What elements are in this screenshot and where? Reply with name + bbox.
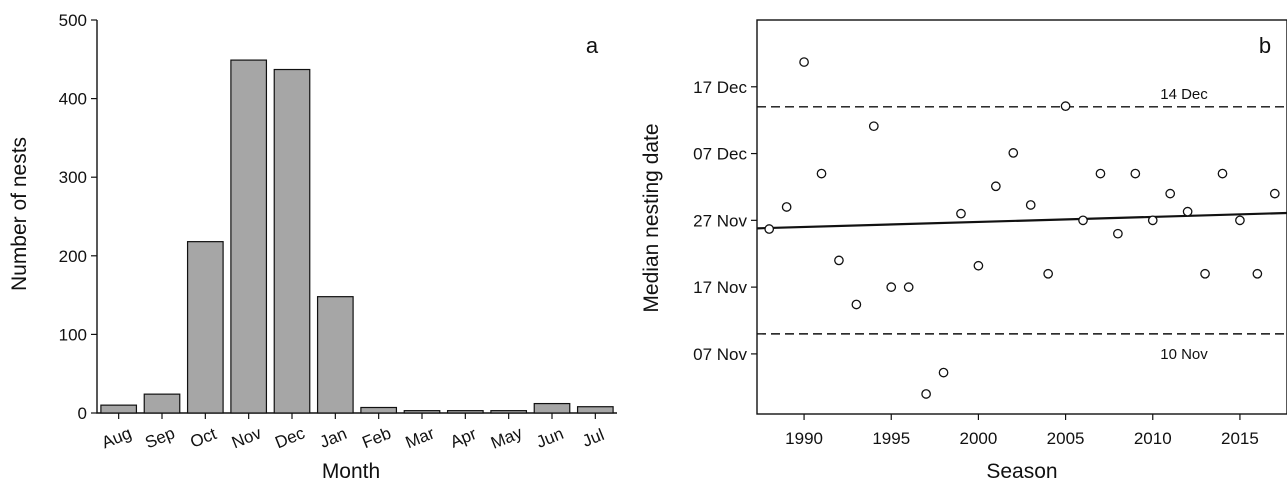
panel-b-scatter-chart: 07 Nov 17 Nov 27 Nov 07 Dec 17 Dec 1990 1995 2… [640,19,1287,483]
x-tick-label: Dec [272,423,308,452]
panel-b-label: b [1259,33,1271,58]
point-2008 [1113,228,1123,239]
x-tick-label: 2010 [1134,429,1172,448]
point-1998 [938,367,949,378]
point-1991 [816,168,827,179]
bar-jul [576,406,614,414]
point-1999 [956,208,966,219]
x-tick-label: Aug [99,423,134,452]
bar-apr [446,410,484,414]
x-tick-label: Oct [187,424,219,452]
reference-line-label: 10 Nov [1160,346,1208,363]
panel-a-bar-chart: 0 100 200 300 400 500 Aug Sep Oct Nov Dec Jan Feb Ma… [8,11,617,483]
x-tick-label: Sep [142,423,177,452]
x-tick-label: Mar [403,423,438,452]
panel-a-x-axis-label: Month [322,460,380,483]
y-tick-label: 17 Dec [693,78,747,97]
point-2017 [1269,188,1280,199]
point-1996 [903,282,914,292]
point-1993 [851,299,862,310]
point-2015 [1235,215,1245,226]
panel-b-x-ticks: 1990 1995 2000 2005 2010 2015 [785,414,1259,448]
point-1997 [921,389,931,399]
bar-jun [533,402,571,414]
y-tick-label: 0 [78,404,87,423]
x-tick-label: Jul [580,425,607,451]
bar-sep [143,393,181,414]
point-2003 [1025,200,1036,210]
panel-a-y-axis-label: Number of nests [8,137,31,291]
bar-nov [230,59,268,414]
panel-b-reference-lines: 14 Dec 10 Nov [757,86,1287,363]
point-2016 [1252,268,1263,279]
y-tick-label: 07 Dec [693,145,747,164]
point-2001 [990,181,1001,192]
panel-a-bars [100,59,614,414]
point-2007 [1095,168,1106,179]
panel-b-plot-frame [756,19,1287,415]
point-2005 [1060,101,1071,111]
point-1994 [868,121,879,132]
y-tick-label: 17 Nov [693,278,747,297]
bar-may [490,410,528,414]
panel-b-points [764,57,1280,399]
y-tick-label: 400 [59,90,87,109]
x-tick-label: 2000 [960,429,998,448]
x-tick-label: Nov [229,423,265,452]
point-1995 [886,282,897,292]
bar-feb [360,406,398,414]
point-2011 [1165,188,1176,199]
panel-b-trend-line [756,211,1287,230]
x-tick-label: 1990 [785,429,823,448]
y-tick-label: 100 [59,325,87,344]
panel-b-x-axis-label: Season [986,460,1057,483]
panel-a-plot-frame [96,20,617,414]
panel-a-x-ticks: Aug Sep Oct Nov Dec Jan Feb Mar Apr May Jun Jul [99,413,607,453]
x-tick-label: 2015 [1221,429,1259,448]
point-2012 [1182,206,1193,217]
y-tick-label: 07 Nov [693,345,747,364]
point-2004 [1043,268,1054,279]
point-2000 [973,260,984,271]
point-2009 [1130,168,1141,179]
bar-jan [316,296,354,414]
point-1992 [834,255,844,266]
x-tick-label: Jan [317,424,350,452]
bar-dec [273,68,311,414]
x-tick-label: Feb [359,424,393,453]
y-tick-label: 300 [59,168,87,187]
point-2002 [1008,148,1019,158]
panel-a-y-ticks: 0 100 200 300 400 500 [59,11,97,423]
point-2014 [1217,168,1228,179]
panel-b-y-ticks: 07 Nov 17 Nov 27 Nov 07 Dec 17 Dec [693,78,757,364]
bar-mar [403,410,441,414]
x-tick-label: 2005 [1047,429,1085,448]
panel-a-label: a [586,33,599,58]
y-tick-label: 500 [59,11,87,30]
point-1990 [799,57,809,67]
point-1988 [764,224,775,234]
point-1989 [781,202,792,212]
point-2013 [1200,268,1210,279]
reference-line-label: 14 Dec [1160,86,1208,103]
bar-aug [100,404,138,414]
x-tick-label: Apr [447,424,479,452]
y-tick-label: 200 [59,247,87,266]
x-tick-label: Jun [534,424,567,452]
x-tick-label: May [488,423,525,453]
panel-b-y-axis-label: Median nesting date [640,123,663,312]
y-tick-label: 27 Nov [693,211,747,230]
point-2006 [1078,215,1088,226]
bar-oct [186,241,224,414]
point-2010 [1147,215,1158,226]
x-tick-label: 1995 [872,429,910,448]
